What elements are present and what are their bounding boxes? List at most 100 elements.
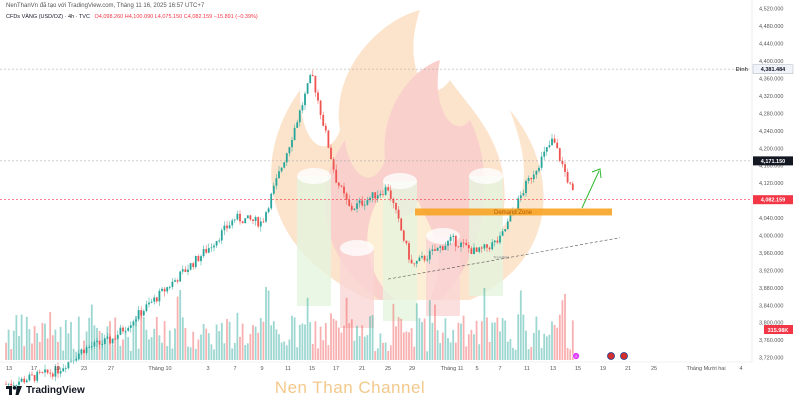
candle bbox=[161, 286, 163, 293]
candle bbox=[88, 344, 91, 348]
volume-bar bbox=[23, 346, 26, 360]
candle bbox=[374, 192, 377, 203]
volume-bar bbox=[72, 348, 75, 360]
candle bbox=[239, 210, 241, 225]
candle bbox=[85, 344, 88, 355]
candle bbox=[462, 238, 465, 248]
candle bbox=[96, 337, 98, 348]
y-tick-label: 4,400.000 bbox=[759, 59, 783, 65]
candle bbox=[392, 197, 395, 209]
candle bbox=[124, 326, 127, 334]
candle bbox=[25, 378, 28, 383]
candle bbox=[168, 285, 171, 290]
volume-bar bbox=[103, 337, 106, 360]
volume-bar bbox=[330, 313, 332, 360]
candle bbox=[12, 381, 15, 387]
volume-bar bbox=[254, 326, 257, 360]
volume-bar bbox=[205, 328, 208, 360]
candle bbox=[280, 166, 283, 174]
volume-bar bbox=[371, 314, 374, 360]
volume-bar bbox=[400, 318, 403, 360]
volume-bar bbox=[311, 343, 314, 360]
volume-bar bbox=[392, 303, 395, 360]
x-tick-label: 7 bbox=[233, 366, 236, 372]
x-tick-label: 21 bbox=[625, 366, 631, 372]
volume-bar bbox=[189, 347, 192, 360]
volume-bar bbox=[70, 321, 72, 360]
volume-bar bbox=[473, 334, 475, 360]
volume-bar bbox=[150, 337, 153, 360]
candle bbox=[218, 237, 221, 244]
volume-bar bbox=[171, 348, 174, 360]
us-flag-icon bbox=[620, 352, 628, 360]
volume-bar bbox=[236, 312, 239, 360]
volume-bar bbox=[564, 294, 566, 360]
volume-bar bbox=[192, 331, 195, 360]
volume-bar bbox=[265, 286, 267, 360]
y-tick-label: 4,320.000 bbox=[759, 94, 783, 100]
volume-bar bbox=[493, 322, 496, 360]
y-tick-label: 3,880.000 bbox=[759, 286, 783, 292]
candle bbox=[15, 384, 18, 390]
volume-bar bbox=[452, 329, 455, 360]
candle bbox=[5, 380, 7, 385]
volume-bar bbox=[228, 321, 231, 360]
candle bbox=[538, 165, 540, 173]
volume-bar bbox=[259, 318, 262, 360]
volume-bar bbox=[210, 344, 213, 360]
x-tick-label: 9 bbox=[260, 366, 263, 372]
volume-bar bbox=[522, 314, 525, 360]
candle bbox=[223, 221, 226, 236]
volume-bar bbox=[301, 323, 304, 360]
volume-bar bbox=[410, 328, 413, 360]
candle bbox=[548, 140, 551, 149]
trendline[interactable] bbox=[387, 237, 621, 280]
volume-bar bbox=[283, 341, 286, 360]
candle bbox=[254, 215, 257, 226]
volume-price-tag: 315.98K bbox=[764, 325, 793, 334]
candle bbox=[54, 364, 57, 382]
candle bbox=[246, 215, 249, 219]
volume-bar bbox=[176, 296, 179, 360]
volume-bar bbox=[207, 333, 210, 360]
x-tick-label: 19 bbox=[54, 366, 60, 372]
candle bbox=[561, 156, 564, 168]
candle bbox=[272, 182, 275, 196]
candle bbox=[241, 220, 244, 224]
x-tick-label: 17 bbox=[31, 366, 37, 372]
volume-value: 315.98K bbox=[768, 328, 789, 334]
volume-bar bbox=[551, 321, 553, 360]
volume-bar bbox=[38, 341, 41, 360]
volume-bar bbox=[213, 349, 215, 360]
candle bbox=[499, 231, 501, 245]
candle bbox=[522, 189, 525, 197]
channel-watermark: Nen Than Channel bbox=[274, 378, 426, 397]
volume-bar bbox=[436, 330, 439, 360]
volume-bar bbox=[491, 322, 494, 360]
candle bbox=[150, 298, 153, 304]
candle bbox=[452, 233, 455, 242]
volume-bar bbox=[129, 350, 132, 360]
symbol-name[interactable]: CFDs VÀNG (USD/OZ) · 4h · TVC bbox=[6, 14, 90, 20]
event-markers[interactable]: ⚡ bbox=[572, 352, 628, 360]
volume-bar bbox=[314, 321, 317, 360]
candle bbox=[480, 246, 483, 253]
candle bbox=[426, 255, 429, 263]
candle bbox=[301, 101, 304, 114]
volume-bar bbox=[525, 330, 527, 360]
demand-zone-rect[interactable] bbox=[415, 208, 612, 216]
tradingview-brand[interactable]: TradingView bbox=[6, 385, 85, 396]
volume-bar bbox=[272, 321, 275, 360]
candle bbox=[77, 349, 80, 361]
candle bbox=[395, 202, 397, 214]
candle bbox=[410, 254, 413, 264]
candle bbox=[101, 340, 104, 349]
candle bbox=[267, 206, 270, 214]
volume-bar bbox=[7, 329, 10, 360]
volume-bars bbox=[5, 286, 574, 360]
volume-bar bbox=[402, 332, 405, 360]
candle bbox=[501, 228, 504, 237]
volume-bar bbox=[57, 341, 59, 360]
